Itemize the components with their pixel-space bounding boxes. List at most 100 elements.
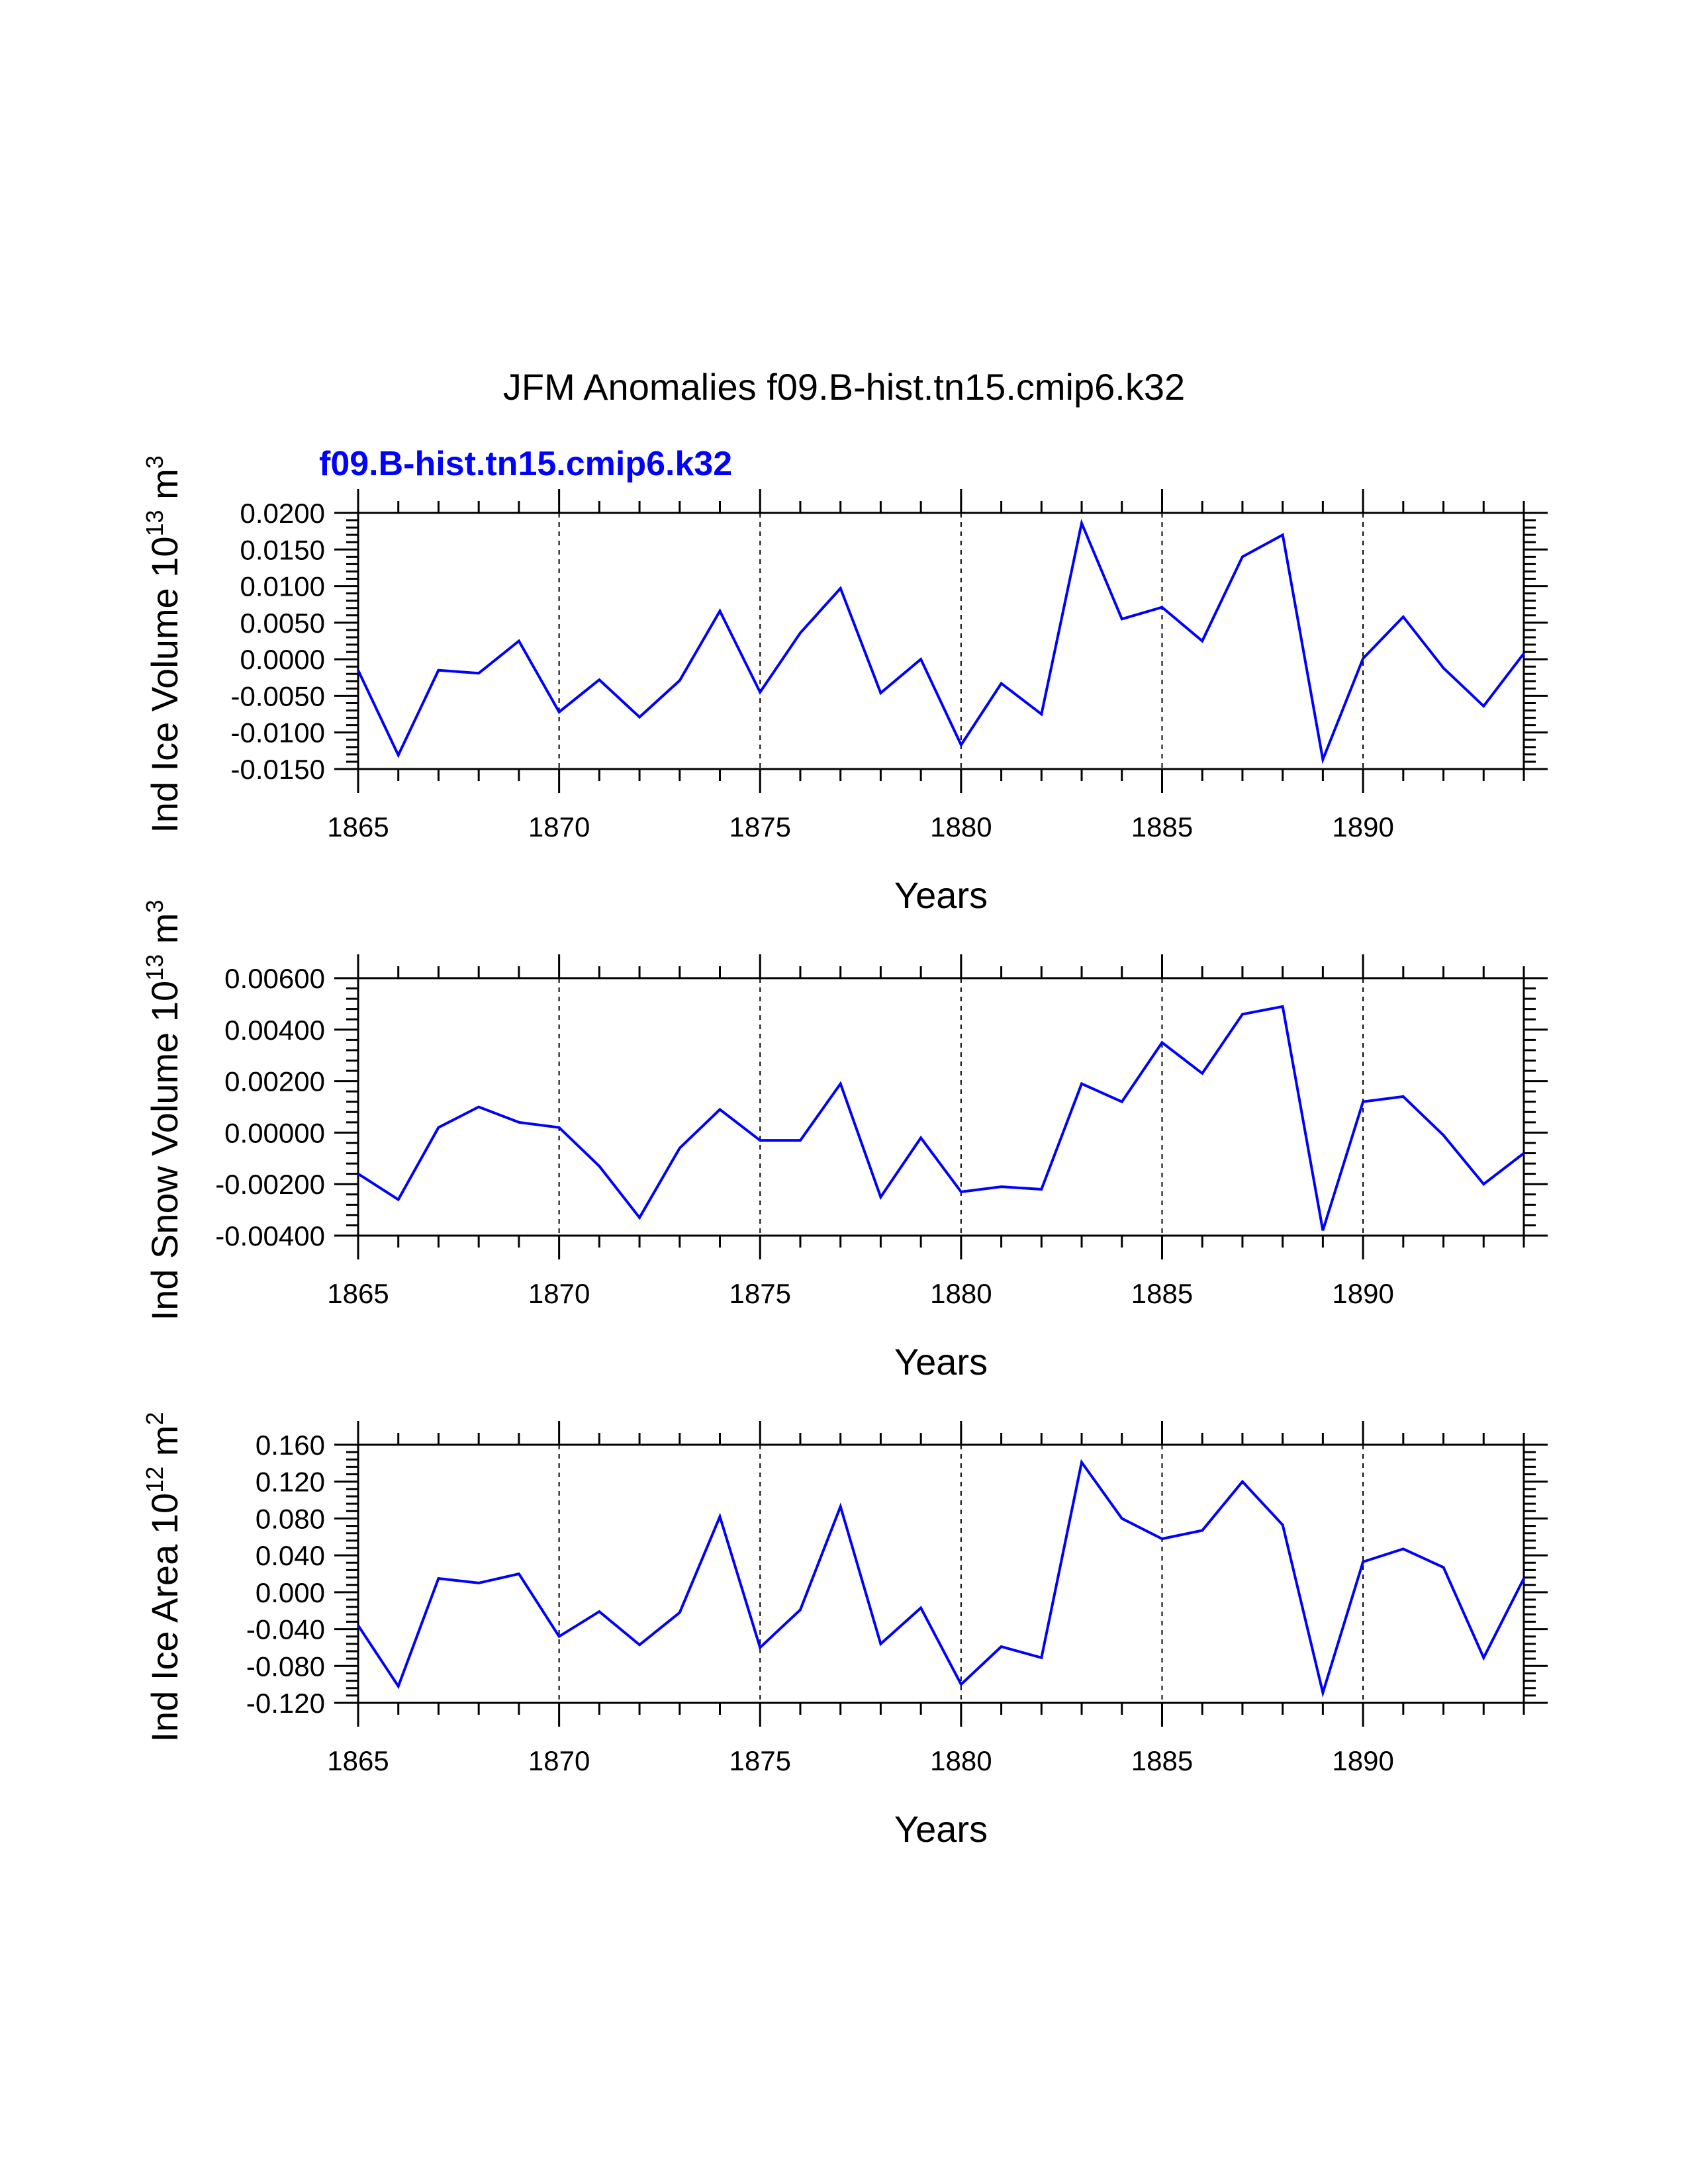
data-point	[1442, 666, 1445, 669]
x-tick-label: 1880	[930, 1745, 992, 1776]
data-point	[1040, 713, 1043, 715]
data-point	[1523, 1577, 1525, 1580]
data-point	[1282, 533, 1284, 536]
data-point	[598, 1610, 600, 1613]
data-point	[799, 1608, 802, 1611]
y-axis-title: Ind Ice Volume 1013 m3	[141, 455, 185, 833]
y-axis-title-exponent: 13	[141, 954, 168, 981]
data-point	[799, 631, 802, 634]
y-axis-title-main: Ind Snow Volume 10	[144, 981, 185, 1321]
data-point	[1000, 1645, 1003, 1648]
y-axis-title-unit-exponent: 3	[141, 900, 168, 913]
plot-frame	[357, 512, 1525, 770]
x-axis-title: Years	[894, 1341, 988, 1383]
data-point	[518, 1121, 520, 1124]
panels: 1865 1870 1875 1880 1885 1890 0.0200 0.0150 0.01…	[141, 455, 1548, 1850]
data-point	[1523, 1152, 1525, 1155]
data-point	[960, 1683, 962, 1686]
data-point	[1000, 1185, 1003, 1188]
data-point	[1160, 606, 1163, 609]
data-point	[839, 1082, 842, 1085]
data-point	[598, 678, 600, 681]
data-point	[879, 1643, 882, 1645]
data-point	[1201, 1529, 1203, 1532]
data-point	[1040, 1657, 1043, 1659]
data-point	[477, 1582, 480, 1584]
x-tick-label: 1865	[327, 811, 389, 842]
y-tick-label: -0.040	[246, 1614, 325, 1645]
y-axis-title-unit: m	[144, 1426, 185, 1467]
data-point	[759, 1646, 761, 1649]
data-point	[1201, 1072, 1203, 1075]
data-point	[558, 1635, 561, 1638]
x-tick-label: 1875	[729, 1278, 791, 1309]
data-point	[719, 1516, 722, 1518]
plot-frame	[357, 1443, 1525, 1704]
x-tick-label: 1885	[1131, 811, 1193, 842]
x-tick-label: 1885	[1131, 1745, 1193, 1776]
data-point	[558, 711, 561, 713]
data-point	[960, 744, 962, 747]
data-point	[518, 1572, 520, 1575]
data-point	[1523, 652, 1525, 655]
data-point	[397, 1685, 400, 1688]
y-tick-label: -0.00400	[215, 1220, 325, 1251]
data-point	[1282, 1005, 1284, 1008]
data-point	[1282, 1524, 1284, 1526]
y-tick-label: -0.080	[246, 1651, 325, 1682]
x-tick-label: 1890	[1332, 1278, 1393, 1309]
y-tick-label: 0.0200	[240, 498, 325, 529]
data-point	[679, 1147, 681, 1150]
y-tick-label: 0.00000	[224, 1117, 325, 1148]
data-point	[759, 1139, 761, 1142]
y-tick-label: 0.000	[256, 1577, 325, 1608]
y-tick-label: -0.0150	[231, 754, 325, 785]
data-point	[357, 669, 359, 672]
data-point	[638, 1216, 641, 1219]
data-point	[799, 1139, 802, 1142]
y-axis-title-main: Ind Ice Area 10	[144, 1493, 185, 1743]
y-tick-label: 0.080	[256, 1503, 325, 1534]
y-tick-label: 0.00400	[224, 1015, 325, 1046]
data-point	[1482, 1657, 1485, 1659]
data-point	[598, 1165, 600, 1167]
x-tick-label: 1880	[930, 1278, 992, 1309]
x-tick-label: 1880	[930, 811, 992, 842]
x-tick-label: 1890	[1332, 1745, 1393, 1776]
y-tick-label: -0.120	[246, 1688, 325, 1719]
y-tick-label: 0.0000	[240, 644, 325, 675]
data-point	[518, 640, 520, 643]
data-point	[879, 692, 882, 694]
y-axis-title-exponent: 12	[141, 1467, 168, 1493]
data-point	[1402, 1547, 1405, 1550]
data-point	[1241, 1480, 1244, 1483]
panel-1: 1865 1870 1875 1880 1885 1890 0.0200 0.0150 0.01…	[141, 455, 1548, 916]
data-point	[1241, 555, 1244, 558]
data-point	[759, 691, 761, 694]
panel-3: 1865 1870 1875 1880 1885 1890 0.160 0.120 0.080 0…	[141, 1412, 1548, 1850]
data-point	[919, 658, 922, 660]
y-axis-title: Ind Snow Volume 1013 m3	[141, 900, 185, 1321]
x-axis-title: Years	[894, 1808, 988, 1850]
data-point	[879, 1196, 882, 1199]
data-point	[839, 587, 842, 590]
data-point	[558, 1126, 561, 1129]
y-axis-title-unit-exponent: 3	[141, 455, 168, 469]
data-point	[1482, 705, 1485, 707]
x-tick-label: 1875	[729, 811, 791, 842]
data-point	[437, 1577, 440, 1580]
x-tick-label: 1870	[528, 1278, 590, 1309]
data-point	[1000, 682, 1003, 685]
data-point	[919, 1607, 922, 1610]
data-point	[839, 1505, 842, 1508]
x-tick-label: 1870	[528, 811, 590, 842]
data-point	[679, 1612, 681, 1614]
series-line	[357, 1005, 1525, 1231]
data-point	[1121, 1101, 1123, 1103]
y-tick-label: 0.120	[256, 1467, 325, 1498]
data-point	[1321, 1692, 1324, 1694]
y-axis-title-unit: m	[144, 913, 185, 954]
x-tick-label: 1875	[729, 1745, 791, 1776]
series-line	[357, 1459, 1525, 1698]
